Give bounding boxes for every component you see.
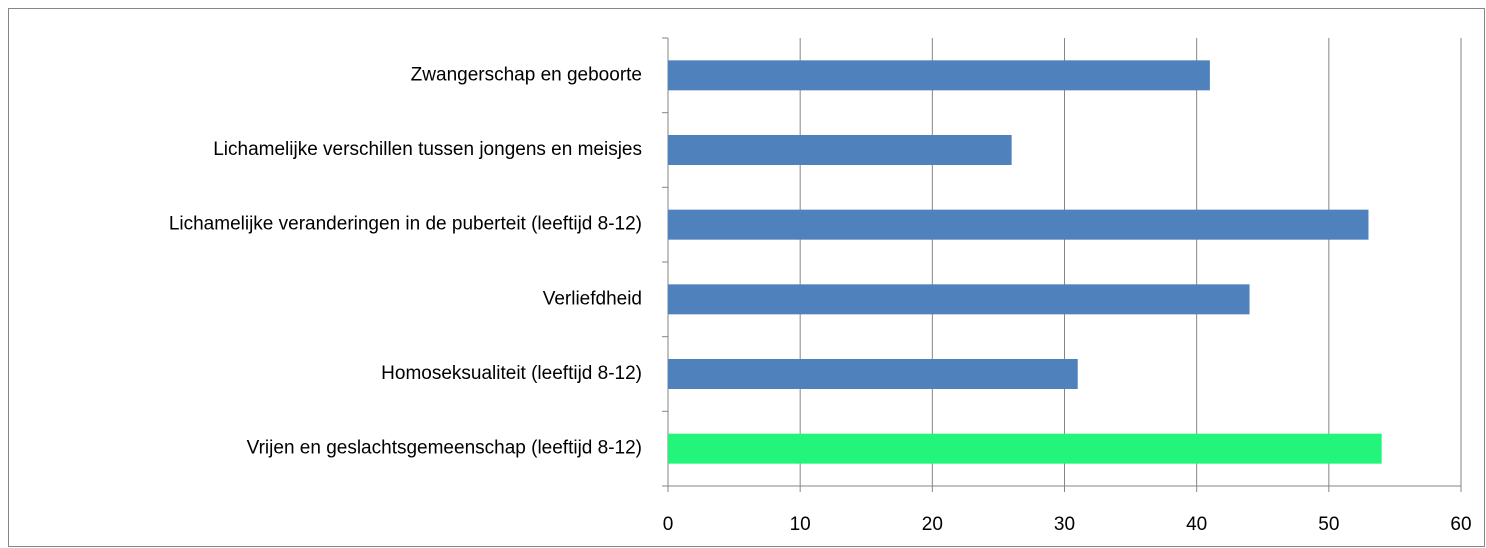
x-tick-label: 0 bbox=[663, 514, 674, 535]
x-tick-label: 20 bbox=[922, 514, 943, 535]
x-tick-label: 50 bbox=[1318, 514, 1339, 535]
bar bbox=[668, 284, 1250, 315]
x-tick-label: 10 bbox=[790, 514, 811, 535]
bar bbox=[668, 135, 1012, 165]
y-tick-label: Homoseksualiteit (leeftijd 8-12) bbox=[381, 363, 642, 384]
x-tick-label: 60 bbox=[1450, 514, 1471, 535]
x-tick-label: 40 bbox=[1186, 514, 1207, 535]
x-tick-label: 30 bbox=[1054, 514, 1075, 535]
bar bbox=[668, 209, 1369, 240]
y-tick-label: Zwangerschap en geboorte bbox=[411, 64, 642, 85]
bar bbox=[668, 60, 1210, 91]
bar bbox=[668, 359, 1078, 389]
y-tick-label: Lichamelijke veranderingen in de puberte… bbox=[169, 214, 642, 235]
y-tick-label: Verliefdheid bbox=[543, 288, 642, 309]
bar bbox=[668, 433, 1382, 464]
y-tick-label: Lichamelijke verschillen tussen jongens … bbox=[213, 139, 642, 160]
y-tick-label: Vrijen en geslachtsgemeenschap (leeftijd… bbox=[247, 438, 642, 459]
